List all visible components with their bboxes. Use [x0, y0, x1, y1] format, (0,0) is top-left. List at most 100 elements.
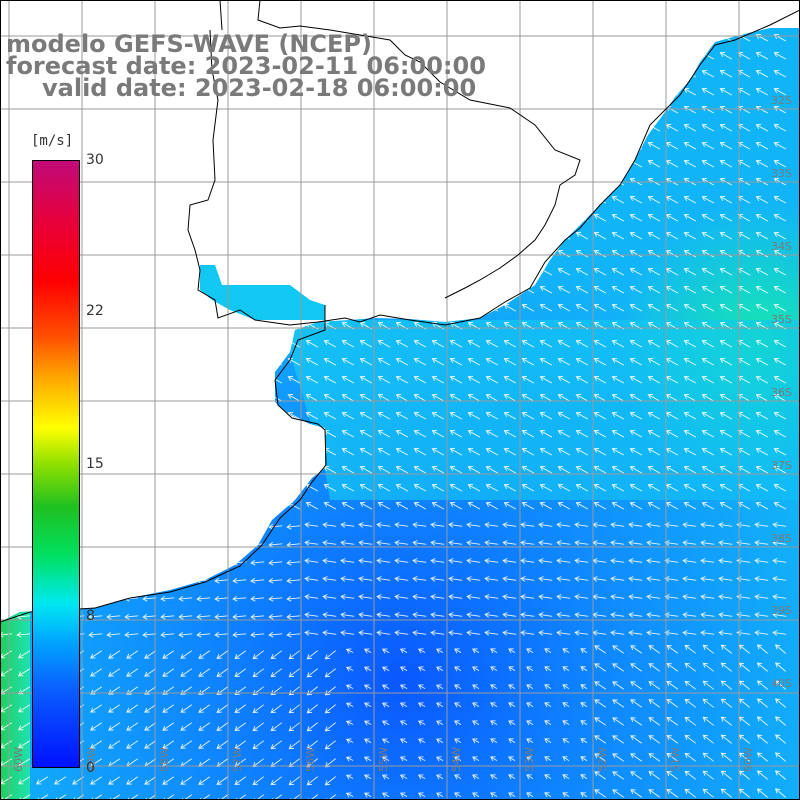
wind-arrow [345, 738, 354, 744]
wind-arrow [394, 612, 409, 618]
wind-arrow [323, 501, 337, 510]
wind-arrow [646, 612, 661, 618]
wind-arrow [719, 483, 733, 492]
lat-label: 32S [771, 94, 792, 107]
wind-arrow [449, 357, 463, 366]
lon-label: 59W [85, 747, 98, 772]
wind-arrow [484, 594, 499, 600]
wind-arrow [467, 393, 481, 402]
wind-arrow [737, 483, 751, 492]
wind-arrow [737, 447, 751, 456]
wind-arrow [684, 680, 697, 690]
wind-arrow [580, 720, 588, 726]
wind-arrow [359, 447, 373, 456]
wind-arrow [178, 613, 193, 620]
wind-arrow [575, 393, 589, 402]
wind-arrow [144, 722, 157, 731]
wind-arrow [755, 141, 769, 150]
wind-arrow [719, 69, 733, 78]
wind-arrow [538, 612, 553, 618]
wind-arrow [142, 631, 157, 638]
wind-arrow [719, 447, 733, 456]
wind-arrow [436, 756, 444, 762]
wind-arrow [521, 339, 535, 348]
wind-arrow [612, 771, 625, 780]
wind-arrow [593, 285, 607, 294]
wind-arrow [521, 357, 535, 366]
wind-arrow [684, 662, 697, 672]
wind-arrow [399, 738, 408, 744]
wind-arrow [286, 613, 301, 620]
wind-arrow [666, 699, 679, 708]
wind-arrow [773, 249, 787, 258]
wind-arrow [270, 776, 283, 786]
wind-arrow [412, 558, 427, 564]
wind-arrow [250, 559, 265, 566]
wind-arrow [648, 771, 661, 780]
wind-arrow [304, 576, 319, 582]
wind-arrow [490, 666, 498, 672]
wind-arrow [756, 770, 768, 780]
colorbar [32, 160, 80, 768]
wind-arrow [395, 501, 409, 510]
wind-arrow [682, 612, 697, 618]
wind-arrow [399, 792, 408, 798]
wind-arrow [180, 650, 193, 659]
wind-arrow [755, 267, 769, 276]
wind-arrow [574, 594, 589, 600]
wind-arrow [774, 644, 786, 654]
wind-arrow [610, 576, 625, 582]
wind-arrow [557, 267, 571, 276]
wind-arrow [526, 774, 534, 780]
wind-arrow [593, 339, 607, 348]
wind-arrow [556, 522, 571, 528]
wind-arrow [472, 756, 480, 762]
wind-arrow [90, 668, 103, 677]
wind-arrow [701, 69, 715, 78]
wind-arrow [719, 393, 733, 402]
wind-arrow [503, 393, 517, 402]
wind-arrow [304, 612, 319, 618]
wind-arrow [773, 87, 787, 96]
wind-arrow [162, 650, 175, 659]
wind-arrow [702, 680, 714, 690]
wind-arrow [359, 411, 373, 420]
wind-arrow [719, 411, 733, 420]
wind-arrow [88, 613, 103, 620]
wind-arrow [430, 594, 445, 600]
wind-arrow [647, 447, 661, 456]
wind-arrow [466, 558, 481, 564]
wind-arrow [449, 411, 463, 420]
wind-arrow [324, 668, 336, 678]
wind-arrow [108, 650, 121, 659]
wind-arrow [449, 375, 463, 384]
wind-arrow [664, 558, 679, 564]
wind-arrow [287, 375, 301, 384]
wind-arrow [526, 648, 534, 654]
wind-arrow [341, 465, 355, 474]
wind-arrow [538, 540, 553, 546]
wind-arrow [774, 788, 786, 798]
wind-arrow [593, 411, 607, 420]
wind-arrow [395, 411, 409, 420]
wind-arrow [341, 501, 355, 510]
wind-arrow [737, 69, 751, 78]
wind-arrow [412, 594, 427, 600]
wind-arrow [526, 792, 534, 798]
wind-arrow [647, 303, 661, 312]
wind-arrow [288, 776, 300, 786]
wind-arrow [593, 357, 607, 366]
wind-arrow [198, 704, 211, 713]
wind-arrow [593, 483, 607, 492]
wind-arrow [647, 249, 661, 258]
wind-arrow [363, 684, 372, 690]
wind-arrow [395, 447, 409, 456]
wind-arrow [399, 720, 408, 726]
wind-arrow [629, 303, 643, 312]
wind-arrow [701, 141, 715, 150]
wind-arrow [520, 540, 535, 546]
wind-arrow [252, 740, 265, 750]
wind-arrow [323, 357, 337, 366]
wind-arrow [682, 630, 697, 636]
wind-arrow [575, 483, 589, 492]
